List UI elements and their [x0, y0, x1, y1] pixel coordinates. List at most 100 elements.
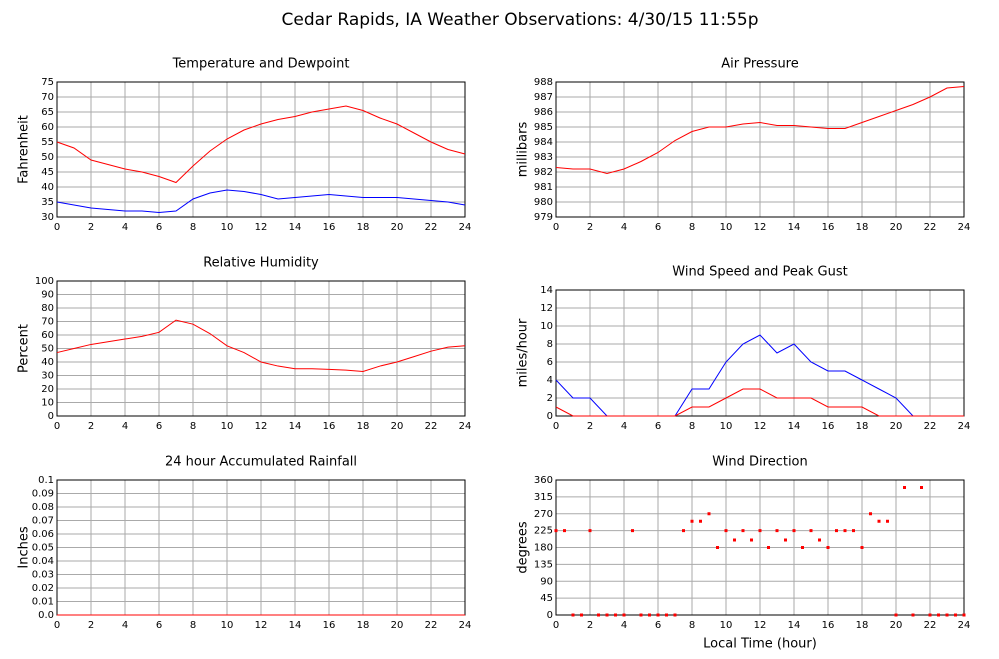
y-axis-label: degrees [516, 521, 531, 574]
y-tick-label: 0.01 [32, 597, 54, 608]
data-point [554, 529, 558, 533]
data-point [835, 529, 838, 533]
y-tick-label: 60 [41, 330, 54, 341]
y-tick-label: 70 [41, 92, 54, 103]
data-point [928, 613, 932, 617]
x-tick-label: 16 [323, 620, 336, 631]
data-point [673, 613, 677, 617]
x-tick-label: 4 [621, 620, 627, 631]
plot-border [555, 81, 965, 218]
x-tick-label: 20 [890, 222, 903, 233]
x-tick-label: 6 [655, 222, 661, 233]
y-tick-label: 0 [547, 411, 553, 422]
x-tick-label: 20 [890, 620, 903, 631]
x-tick-label: 16 [822, 222, 835, 233]
y-tick-label: 0.02 [32, 583, 54, 594]
x-tick-label: 0 [54, 421, 60, 432]
y-tick-label: 0 [547, 610, 553, 621]
y-tick-label: 65 [41, 107, 54, 118]
data-point [784, 538, 787, 542]
data-point [716, 546, 719, 549]
data-point [937, 613, 940, 617]
x-tick-label: 2 [587, 421, 593, 432]
data-point [631, 529, 634, 533]
x-tick-label: 8 [689, 620, 695, 631]
x-tick-label: 16 [822, 620, 835, 631]
data-point [801, 546, 804, 549]
y-tick-label: 360 [534, 475, 553, 486]
y-tick-label: 0.0 [38, 610, 54, 621]
data-point [665, 613, 668, 617]
data-point [707, 512, 711, 516]
data-point [903, 486, 906, 489]
y-tick-label: 12 [540, 303, 553, 314]
data-point [860, 546, 864, 549]
y-tick-label: 20 [41, 384, 54, 395]
x-tick-label: 22 [924, 222, 937, 233]
panel-title: Temperature and Dewpoint [172, 57, 350, 72]
y-tick-label: 0.06 [32, 529, 54, 540]
y-tick-label: 0.08 [32, 502, 54, 513]
plot-border [56, 81, 466, 218]
y-tick-label: 80 [41, 303, 54, 314]
y-axis-label: Inches [17, 526, 32, 568]
x-tick-label: 24 [958, 421, 971, 432]
y-tick-label: 35 [41, 197, 54, 208]
data-point [758, 529, 762, 533]
y-tick-label: 70 [41, 317, 54, 328]
data-line [56, 105, 466, 184]
data-point [920, 486, 923, 489]
plot-border [56, 280, 466, 417]
x-tick-label: 18 [856, 620, 869, 631]
data-point [869, 512, 872, 516]
x-tick-label: 14 [788, 222, 801, 233]
y-tick-label: 979 [534, 212, 553, 223]
x-tick-label: 24 [459, 222, 472, 233]
y-tick-label: 45 [540, 593, 553, 604]
data-point [588, 529, 592, 533]
x-tick-label: 22 [425, 620, 438, 631]
data-point [656, 613, 660, 617]
y-tick-label: 135 [534, 559, 553, 570]
y-tick-label: 0.09 [32, 489, 54, 500]
x-tick-label: 14 [289, 421, 302, 432]
x-tick-label: 6 [655, 421, 661, 432]
y-tick-label: 0.04 [32, 556, 54, 567]
data-point [699, 519, 702, 523]
data-line [555, 388, 964, 417]
x-tick-label: 20 [391, 222, 404, 233]
x-tick-label: 8 [689, 222, 695, 233]
x-tick-label: 18 [357, 421, 370, 432]
x-axis-label: Local Time (hour) [703, 637, 817, 652]
x-tick-label: 4 [122, 421, 128, 432]
data-point [724, 529, 728, 533]
x-tick-label: 4 [621, 222, 627, 233]
data-point [733, 538, 736, 542]
x-tick-label: 8 [190, 421, 196, 432]
x-tick-label: 20 [890, 421, 903, 432]
x-tick-label: 20 [391, 620, 404, 631]
data-point [877, 519, 881, 523]
data-point [792, 529, 796, 533]
y-tick-label: 983 [534, 152, 553, 163]
y-tick-label: 40 [41, 182, 54, 193]
x-tick-label: 6 [156, 620, 162, 631]
x-tick-label: 12 [754, 620, 767, 631]
x-tick-label: 2 [587, 222, 593, 233]
data-point [767, 546, 770, 549]
x-tick-label: 0 [54, 222, 60, 233]
x-tick-label: 18 [856, 421, 869, 432]
x-tick-label: 4 [122, 222, 128, 233]
data-point [639, 613, 643, 617]
data-point [750, 538, 753, 542]
x-tick-label: 14 [289, 222, 302, 233]
y-tick-label: 50 [41, 152, 54, 163]
x-tick-label: 22 [924, 421, 937, 432]
data-point [818, 538, 821, 542]
data-point [580, 613, 583, 617]
y-tick-label: 55 [41, 137, 54, 148]
y-tick-label: 45 [41, 167, 54, 178]
y-tick-label: 75 [41, 77, 54, 88]
y-tick-label: 30 [41, 371, 54, 382]
